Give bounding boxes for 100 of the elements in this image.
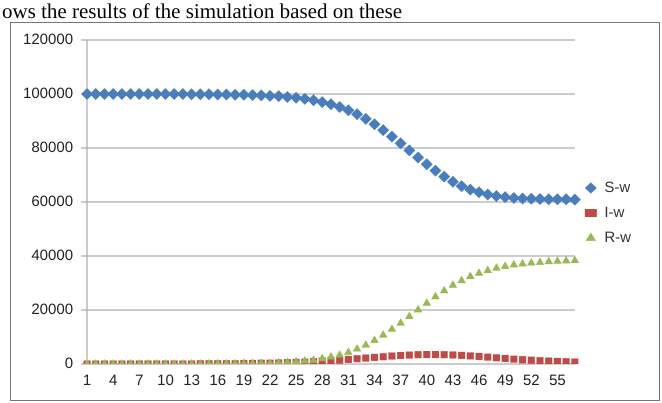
point <box>150 88 163 100</box>
x-tick-label: 4 <box>109 372 118 390</box>
x-tick-label: 40 <box>418 372 436 390</box>
point <box>308 94 320 106</box>
point <box>474 268 484 276</box>
point <box>458 352 466 359</box>
point <box>396 318 405 326</box>
y-tick-label: 60000 <box>31 193 74 210</box>
point <box>370 335 379 343</box>
point <box>316 96 328 108</box>
point <box>377 124 390 136</box>
point <box>483 265 492 273</box>
point <box>344 347 353 355</box>
point <box>405 311 414 319</box>
point <box>309 355 318 363</box>
x-tick-label: 43 <box>444 372 462 390</box>
point <box>255 89 268 102</box>
point <box>394 137 407 150</box>
point <box>272 90 285 102</box>
point <box>448 280 458 288</box>
x-tick-label: 25 <box>288 372 304 390</box>
point <box>449 351 456 358</box>
point <box>534 193 546 206</box>
point <box>500 261 510 269</box>
point <box>370 354 378 361</box>
x-tick-label: 22 <box>262 372 278 390</box>
x-tick-label: 37 <box>392 372 409 390</box>
x-tick-label: 46 <box>470 372 488 390</box>
x-tick-label: 1 <box>82 372 92 390</box>
point <box>420 158 433 170</box>
point <box>518 258 527 266</box>
x-tick-label: 34 <box>366 372 383 390</box>
point <box>457 276 466 284</box>
point <box>440 286 449 294</box>
point <box>351 108 364 120</box>
point <box>570 255 580 263</box>
point <box>562 358 570 364</box>
y-tick-label: 20000 <box>31 301 74 318</box>
y-tick-label: 40000 <box>31 247 74 264</box>
legend-label: S-w <box>604 179 630 196</box>
point <box>318 354 327 362</box>
point <box>326 352 336 360</box>
point <box>298 92 311 105</box>
x-tick-label: 16 <box>209 372 226 390</box>
point <box>431 292 440 300</box>
x-tick-label: 19 <box>236 372 252 390</box>
point <box>466 352 474 360</box>
y-tick-label: 0 <box>64 355 74 372</box>
point <box>492 263 501 271</box>
point <box>464 184 476 196</box>
point <box>456 180 468 192</box>
x-tick-label: 49 <box>496 372 514 390</box>
point <box>360 112 372 125</box>
point <box>473 186 486 198</box>
point <box>502 354 509 362</box>
point <box>475 352 483 360</box>
x-tick-label: 55 <box>549 372 566 390</box>
point <box>334 100 346 113</box>
point <box>508 192 520 204</box>
point <box>344 356 352 363</box>
point <box>378 330 388 338</box>
point <box>536 257 544 265</box>
point <box>446 176 459 188</box>
point <box>525 192 538 205</box>
point <box>553 256 562 264</box>
point <box>536 357 544 364</box>
text: ows the results of the simulation based on these <box>1 0 404 23</box>
point <box>562 256 570 264</box>
point <box>324 98 337 110</box>
point <box>526 258 536 266</box>
point <box>499 191 512 204</box>
point <box>342 104 354 116</box>
point <box>300 356 310 364</box>
point <box>510 260 518 268</box>
point <box>264 90 276 102</box>
point <box>281 90 294 103</box>
legend-label: R-w <box>604 229 632 246</box>
x-tick-label: 31 <box>340 372 357 390</box>
point <box>466 272 475 280</box>
x-tick-label: 52 <box>522 372 540 390</box>
y-tick-label: 120000 <box>22 31 74 48</box>
point <box>560 193 572 206</box>
point <box>571 358 578 364</box>
point <box>438 170 450 183</box>
point <box>544 256 554 264</box>
point <box>545 357 552 364</box>
point <box>361 340 370 348</box>
x-tick-label: 10 <box>157 372 174 390</box>
point <box>414 304 422 312</box>
point <box>90 88 102 100</box>
point <box>335 350 344 358</box>
point <box>388 324 396 332</box>
point <box>422 298 432 306</box>
x-tick-label: 13 <box>183 372 200 390</box>
point <box>554 358 561 364</box>
point <box>403 144 416 156</box>
point <box>352 344 362 352</box>
point <box>386 130 398 143</box>
point <box>482 188 494 200</box>
point <box>368 118 380 130</box>
